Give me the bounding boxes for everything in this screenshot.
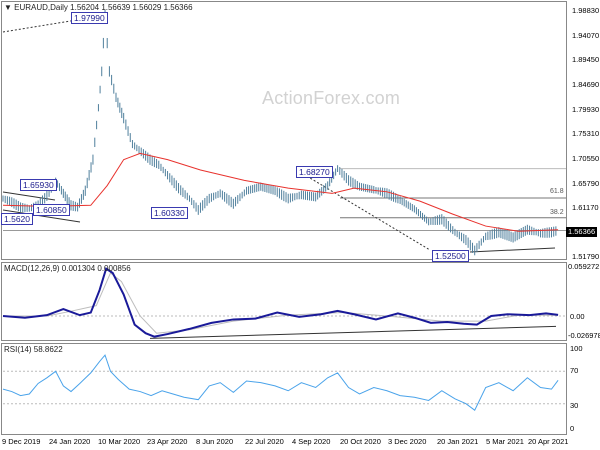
price-label: 1.5620 [1,213,33,225]
rsi-tick: 100 [570,344,583,353]
price-tick: 1.89450 [572,55,600,64]
main-pane [1,1,567,260]
price-tick: 1.61170 [572,203,599,212]
price-label-high: 1.97990 [71,12,108,24]
date-tick: 23 Apr 2020 [147,437,188,446]
date-tick: 10 Mar 2020 [98,437,141,446]
date-tick: 20 Oct 2020 [340,437,381,446]
trendline-dashed [299,171,431,251]
fib-label-382: 38.2 [550,209,564,216]
macd-trendline [149,325,557,339]
price-tick: 1.51790 [572,252,600,261]
price-tick: 1.98830 [572,6,600,15]
date-tick: 8 Jun 2020 [196,437,234,446]
price-tick: 1.65790 [572,179,600,188]
price-tick: 1.75310 [572,129,600,138]
price-tick: 1.84690 [572,80,600,89]
rsi-pane [1,343,567,435]
rsi-tick: 70 [570,366,579,375]
date-tick: 9 Dec 2019 [2,437,41,446]
macd-tick: 0.059272 [568,262,600,271]
ohlc-values: 1.56204 1.56639 1.56029 1.56366 [70,3,193,12]
macd-pane [1,262,567,341]
rsi-tick: 0 [570,424,575,433]
current-price-tag: 1.56366 [566,227,598,237]
date-tick: 3 Dec 2020 [388,437,427,446]
chart-title: ▼ EURAUD,Daily 1.56204 1.56639 1.56029 1… [4,3,193,12]
price-tick: 1.94070 [572,31,600,40]
watermark: ActionForex.com [262,88,401,108]
rsi-tick: 30 [570,401,579,410]
trendline [2,191,56,201]
price-label: 1.65930 [20,179,57,191]
moving-average-line [2,152,559,232]
rsi-line [2,354,559,411]
macd-title: MACD(12,26,9) 0.001304 0.000856 [4,264,131,273]
date-tick: 4 Sep 2020 [292,437,331,446]
price-label: 1.68270 [296,166,333,178]
date-tick: 20 Jan 2021 [437,437,479,446]
macd-tick: -0.026978 [568,331,600,340]
price-label-low: 1.52500 [432,250,469,262]
macd-tick: 0.00 [570,312,585,321]
date-tick: 22 Jul 2020 [245,437,284,446]
date-tick: 20 Apr 2021 [528,437,569,446]
date-tick: 5 Mar 2021 [486,437,524,446]
rsi-title: RSI(14) 58.8622 [4,345,63,354]
price-label: 1.60850 [33,204,70,216]
price-tick: 1.70550 [572,154,600,163]
support-trendline [469,247,556,253]
symbol: EURAUD,Daily [14,3,68,12]
macd-line [2,267,559,338]
fib-label-618: 61.8 [550,188,564,195]
price-tick: 1.79930 [572,105,600,114]
price-label: 1.60330 [151,207,188,219]
trendline [2,209,81,223]
date-tick: 24 Jan 2020 [49,437,91,446]
